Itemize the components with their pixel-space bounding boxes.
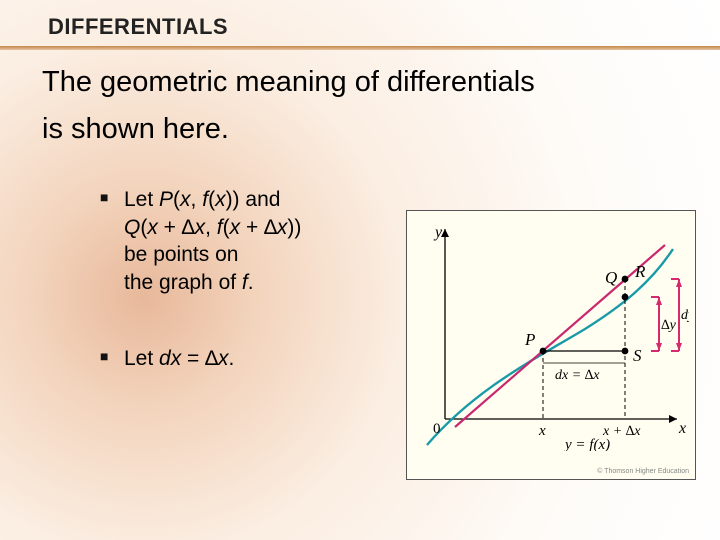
label-dy: dy [681,308,689,323]
label-x-tick: x [538,423,546,439]
point-r [622,276,629,283]
bullet-list: Let P(x, f(x)) and Q(x + ∆x, f(x + ∆x)) … [100,186,380,421]
figure-credit: © Thomson Higher Education [597,468,689,475]
point-s [622,348,629,355]
point-q [622,294,629,301]
title-underline [0,46,720,50]
body-line-2: is shown here. [42,109,678,150]
point-p [540,348,547,355]
diagram-svg: y x 0 P Q R S x x + ∆x dx = ∆x ∆y dy y =… [415,219,689,451]
bullet-2: Let dx = ∆x. [100,345,380,373]
label-x-axis: x [678,420,686,437]
tangent-line [455,245,665,427]
label-y-axis: y [433,224,443,241]
label-delta-y: ∆y [661,318,677,333]
body-line-1: The geometric meaning of differentials [42,62,678,103]
section-title: DIFFERENTIALS [0,14,720,40]
slide: { "title": "DIFFERENTIALS", "title_fonts… [0,0,720,540]
label-dx-eq: dx = ∆x [555,368,600,383]
axes [441,229,677,423]
diagram-figure: y x 0 P Q R S x x + ∆x dx = ∆x ∆y dy y =… [406,210,696,480]
bullet-1: Let P(x, f(x)) and Q(x + ∆x, f(x + ∆x)) … [100,186,380,297]
label-s: S [633,346,642,365]
label-origin: 0 [433,421,441,437]
label-r: R [634,262,646,281]
label-q: Q [605,268,617,287]
label-curve: y = f(x) [563,437,610,451]
body-text: The geometric meaning of differentials i… [42,62,678,155]
label-p: P [524,330,535,349]
